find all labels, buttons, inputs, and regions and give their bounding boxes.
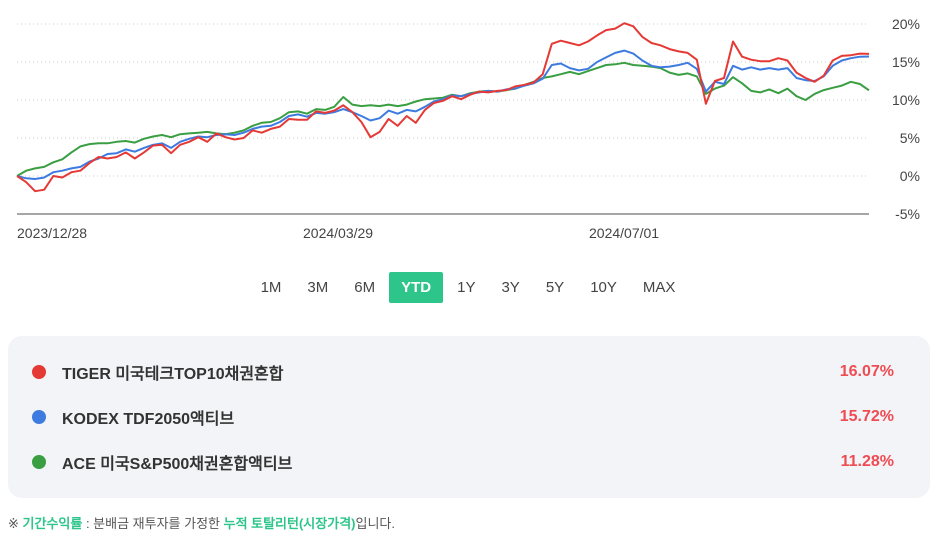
y-tick-label: -5% — [895, 206, 920, 222]
legend-row-kodex: KODEX TDF2050액티브 15.72% — [32, 405, 894, 429]
legend-dot-ace — [32, 455, 46, 469]
period-button-5y[interactable]: 5Y — [545, 279, 565, 296]
legend-dot-kodex — [32, 410, 46, 424]
period-selector: 1M 3M 6M YTD 1Y 3Y 5Y 10Y MAX — [0, 272, 936, 303]
y-tick-label: 0% — [900, 168, 920, 184]
x-tick-label: 2023/12/28 — [17, 225, 87, 241]
legend-value-tiger: 16.07% — [839, 363, 894, 380]
x-tick-label: 2024/03/29 — [303, 225, 373, 241]
legend-name-tiger: TIGER 미국테크TOP10채권혼합 — [62, 366, 284, 383]
footnote-suffix: 입니다. — [355, 516, 395, 531]
legend-row-ace: ACE 미국S&P500채권혼합액티브 11.28% — [32, 450, 894, 474]
period-button-3m[interactable]: 3M — [307, 279, 329, 296]
legend-dot-tiger — [32, 365, 46, 379]
period-button-1m[interactable]: 1M — [260, 279, 282, 296]
period-button-10y[interactable]: 10Y — [590, 279, 617, 296]
footnote-term-period-return: 기간수익률 — [22, 516, 83, 531]
footnote: ※ 기간수익률 : 분배금 재투자를 가정한 누적 토탈리턴(시장가격)입니다. — [8, 513, 395, 532]
y-tick-label: 5% — [900, 130, 920, 146]
period-button-max[interactable]: MAX — [642, 279, 676, 296]
y-tick-label: 15% — [892, 54, 920, 70]
period-button-6m[interactable]: 6M — [354, 279, 376, 296]
return-chart: 20% 15% 10% 5% 0% -5% 2023/12/28 2024/03/29 202… — [16, 16, 920, 241]
legend-value-kodex: 15.72% — [839, 408, 894, 425]
y-tick-label: 20% — [892, 16, 920, 32]
y-tick-label: 10% — [892, 92, 920, 108]
period-button-3y[interactable]: 3Y — [501, 279, 520, 296]
series-line-1 — [16, 49, 870, 180]
footnote-term-total-return: 누적 토탈리턴(시장가격) — [223, 516, 356, 531]
legend-name-kodex: KODEX TDF2050액티브 — [62, 411, 235, 428]
footnote-mid: : 분배금 재투자를 가정한 — [82, 516, 224, 531]
series-line-0 — [16, 22, 870, 193]
series-line-2 — [16, 61, 870, 177]
x-tick-label: 2024/07/01 — [589, 225, 659, 241]
period-button-1y[interactable]: 1Y — [457, 279, 476, 296]
legend-panel: TIGER 미국테크TOP10채권혼합 16.07% KODEX TDF2050… — [8, 336, 930, 498]
period-button-ytd[interactable]: YTD — [389, 272, 444, 303]
footnote-prefix: ※ — [8, 516, 23, 531]
legend-row-tiger: TIGER 미국테크TOP10채권혼합 16.07% — [32, 360, 894, 384]
legend-value-ace: 11.28% — [840, 453, 894, 470]
legend-name-ace: ACE 미국S&P500채권혼합액티브 — [62, 456, 293, 473]
